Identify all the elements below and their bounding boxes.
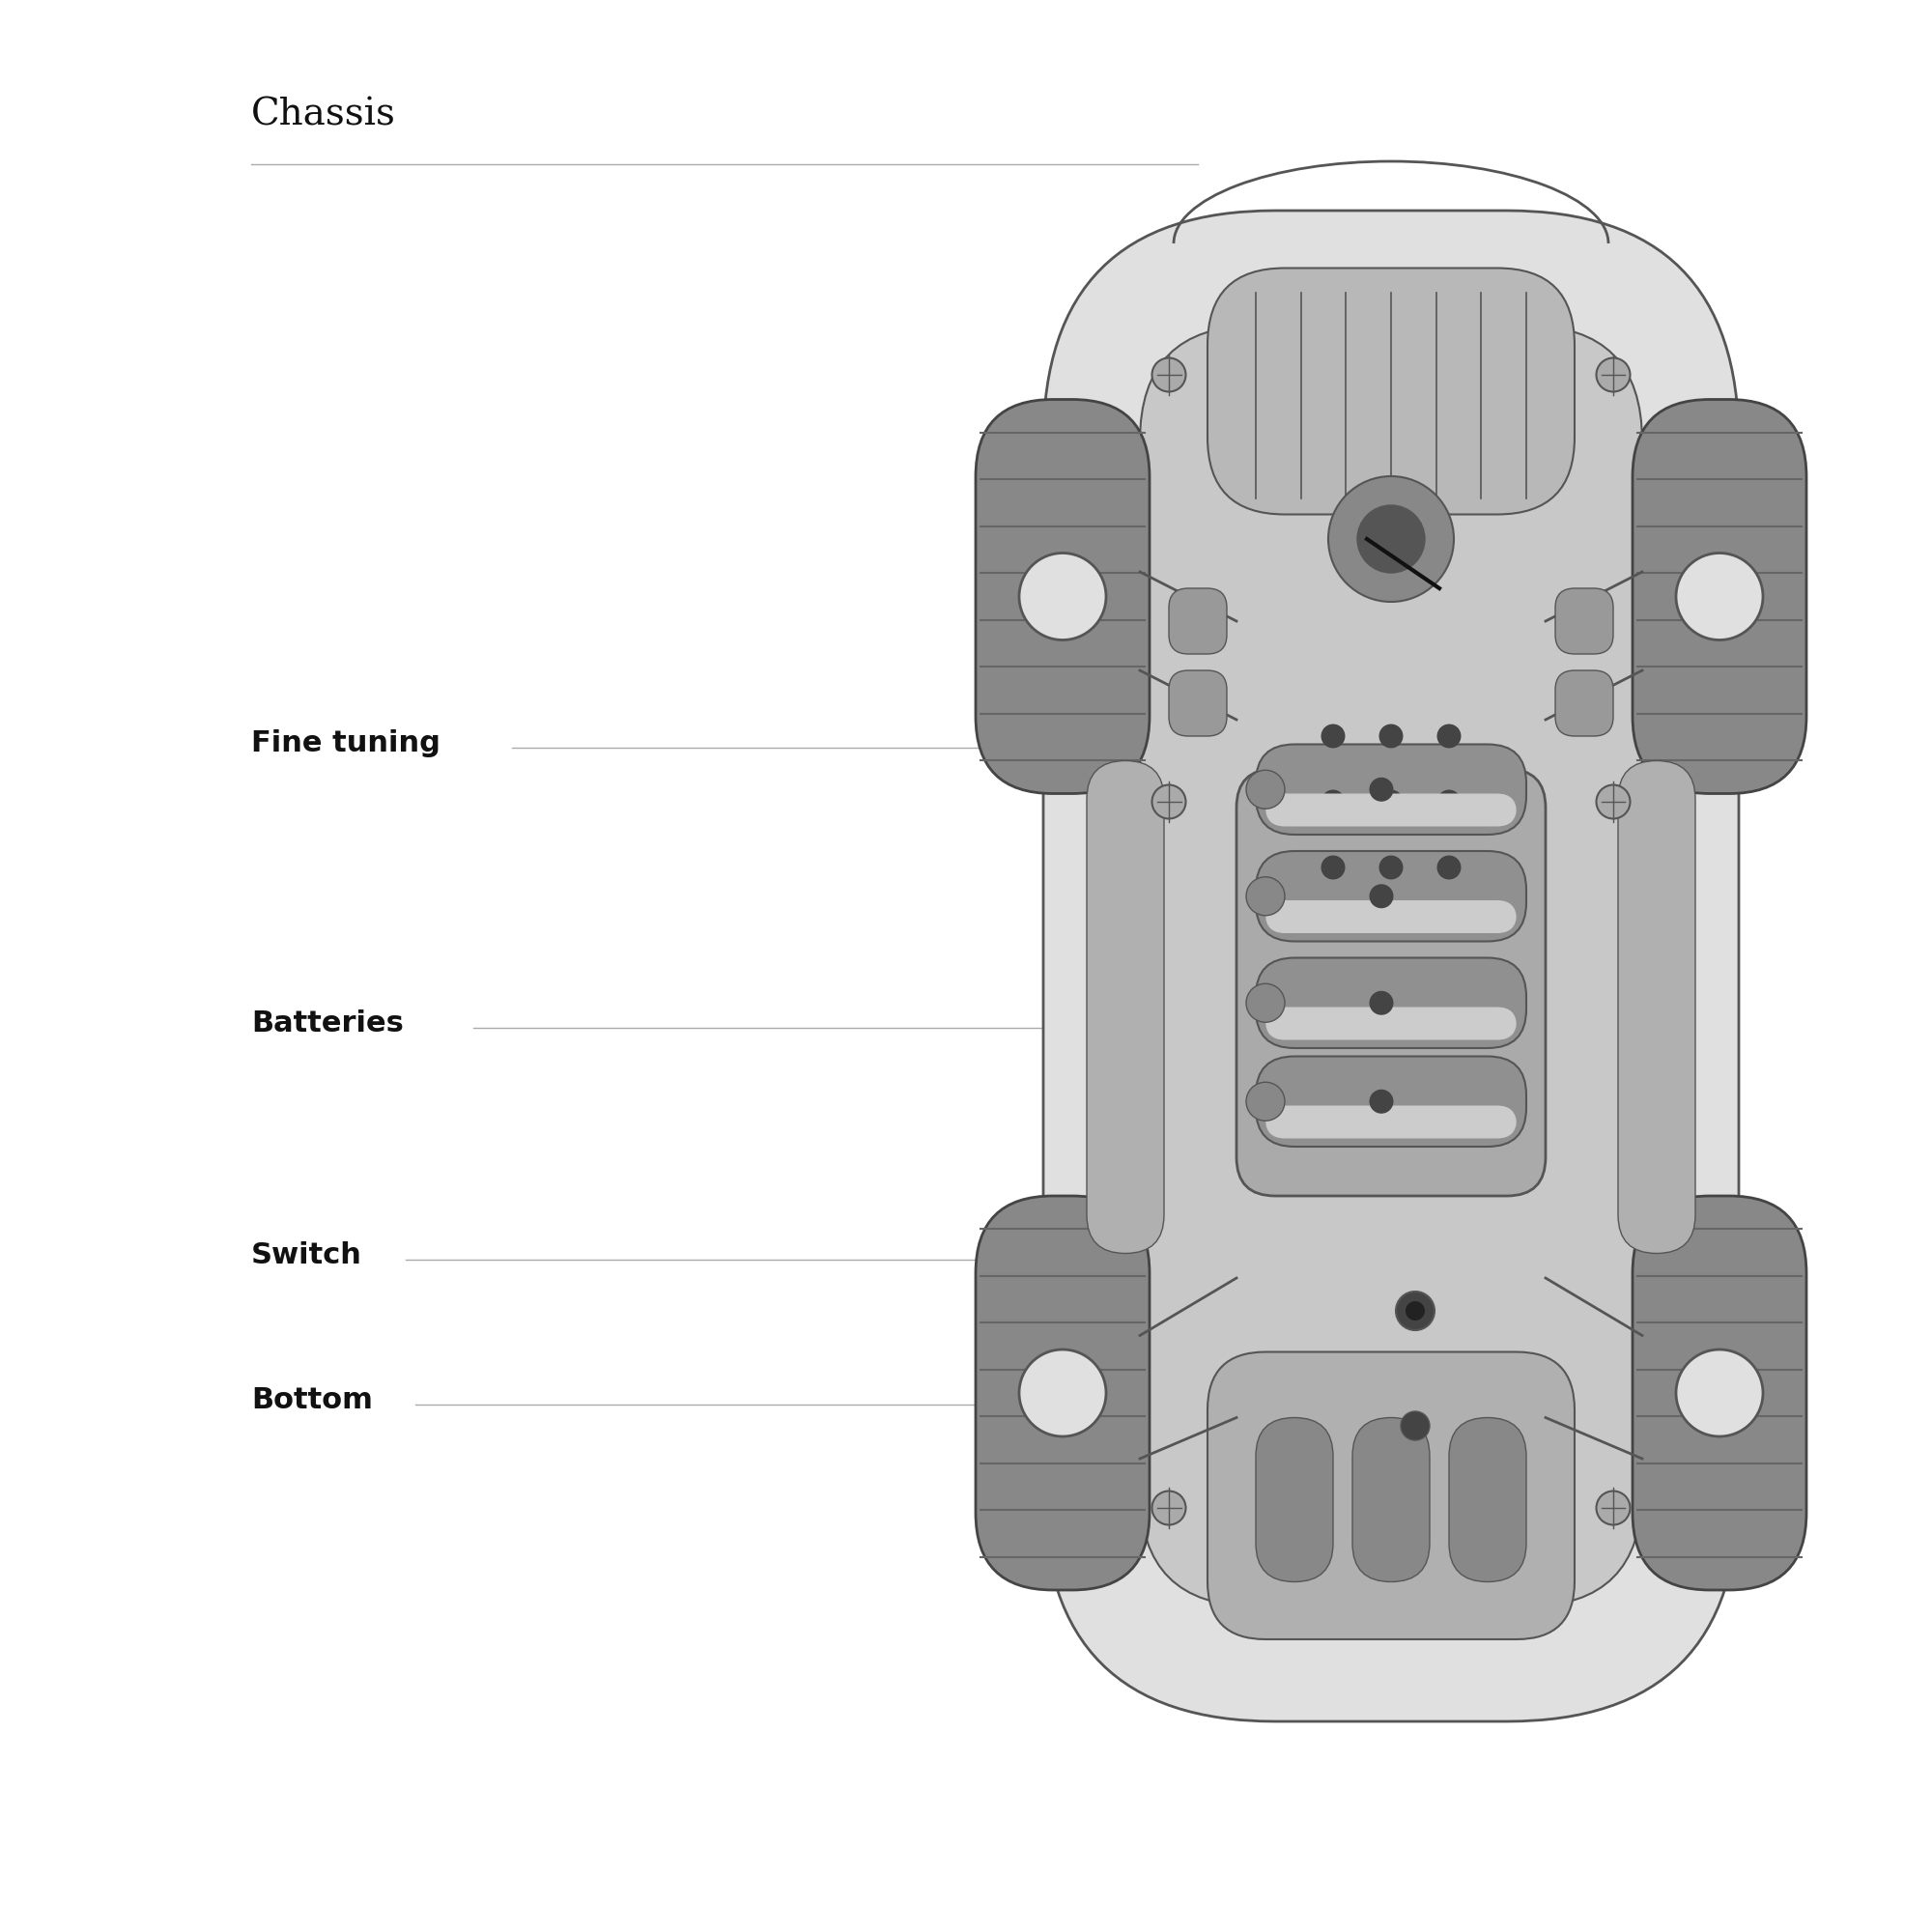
FancyBboxPatch shape bbox=[1265, 794, 1517, 827]
FancyBboxPatch shape bbox=[1236, 769, 1546, 1196]
FancyBboxPatch shape bbox=[1352, 1418, 1430, 1582]
FancyBboxPatch shape bbox=[1256, 850, 1526, 941]
FancyBboxPatch shape bbox=[1256, 1057, 1526, 1146]
FancyBboxPatch shape bbox=[1265, 1007, 1517, 1039]
Circle shape bbox=[1356, 504, 1426, 572]
Circle shape bbox=[1246, 1082, 1285, 1121]
FancyBboxPatch shape bbox=[1633, 400, 1806, 794]
Circle shape bbox=[1437, 724, 1461, 748]
Circle shape bbox=[1405, 1302, 1424, 1321]
FancyBboxPatch shape bbox=[1555, 587, 1613, 653]
Circle shape bbox=[1151, 357, 1186, 392]
Circle shape bbox=[1379, 724, 1403, 748]
Circle shape bbox=[1018, 1349, 1105, 1437]
Circle shape bbox=[1151, 784, 1186, 819]
Circle shape bbox=[1246, 877, 1285, 916]
Circle shape bbox=[1370, 885, 1393, 908]
FancyBboxPatch shape bbox=[1169, 670, 1227, 736]
Circle shape bbox=[1596, 784, 1631, 819]
FancyBboxPatch shape bbox=[1617, 761, 1696, 1254]
Text: Bottom: Bottom bbox=[251, 1387, 373, 1414]
Circle shape bbox=[1677, 1349, 1762, 1437]
FancyBboxPatch shape bbox=[1449, 1418, 1526, 1582]
Text: Fine tuning: Fine tuning bbox=[251, 730, 440, 757]
FancyBboxPatch shape bbox=[1043, 211, 1739, 1721]
Text: Switch: Switch bbox=[251, 1242, 361, 1269]
Circle shape bbox=[1370, 991, 1393, 1014]
Circle shape bbox=[1246, 983, 1285, 1022]
Text: Batteries: Batteries bbox=[251, 1010, 404, 1037]
FancyBboxPatch shape bbox=[1086, 761, 1163, 1254]
Text: Chassis: Chassis bbox=[251, 97, 396, 131]
Circle shape bbox=[1395, 1291, 1434, 1329]
Circle shape bbox=[1018, 553, 1105, 639]
Circle shape bbox=[1321, 724, 1345, 748]
Circle shape bbox=[1596, 357, 1631, 392]
Circle shape bbox=[1379, 856, 1403, 879]
FancyBboxPatch shape bbox=[1633, 1196, 1806, 1590]
FancyBboxPatch shape bbox=[1256, 1418, 1333, 1582]
FancyBboxPatch shape bbox=[1140, 325, 1642, 1607]
FancyBboxPatch shape bbox=[976, 400, 1150, 794]
Circle shape bbox=[1246, 771, 1285, 810]
Circle shape bbox=[1370, 777, 1393, 802]
FancyBboxPatch shape bbox=[1256, 744, 1526, 835]
Circle shape bbox=[1379, 790, 1403, 813]
FancyBboxPatch shape bbox=[976, 1196, 1150, 1590]
Circle shape bbox=[1321, 856, 1345, 879]
Circle shape bbox=[1329, 475, 1455, 603]
Circle shape bbox=[1401, 1410, 1430, 1441]
FancyBboxPatch shape bbox=[1265, 1105, 1517, 1138]
Circle shape bbox=[1596, 1492, 1631, 1524]
FancyBboxPatch shape bbox=[1208, 269, 1575, 514]
Circle shape bbox=[1677, 553, 1762, 639]
Circle shape bbox=[1437, 790, 1461, 813]
Circle shape bbox=[1370, 1090, 1393, 1113]
FancyBboxPatch shape bbox=[1256, 958, 1526, 1047]
Circle shape bbox=[1321, 790, 1345, 813]
FancyBboxPatch shape bbox=[1265, 900, 1517, 933]
FancyBboxPatch shape bbox=[1169, 587, 1227, 653]
Circle shape bbox=[1151, 1492, 1186, 1524]
Circle shape bbox=[1437, 856, 1461, 879]
FancyBboxPatch shape bbox=[1208, 1352, 1575, 1638]
FancyBboxPatch shape bbox=[1555, 670, 1613, 736]
